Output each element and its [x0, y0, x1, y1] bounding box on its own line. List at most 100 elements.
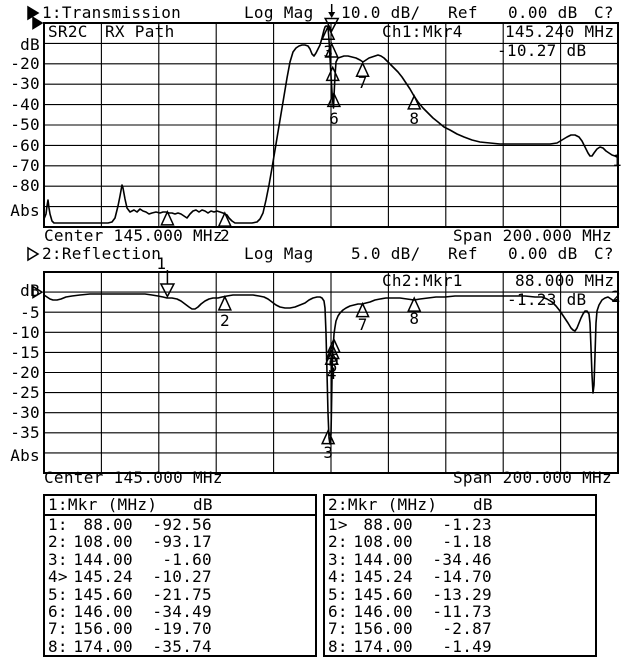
ch2-format: Log Mag [244, 244, 314, 263]
marker-number: 4> [48, 567, 68, 587]
marker-number: 8: [48, 636, 68, 656]
marker-4-triangle [324, 349, 339, 365]
marker-3-label: 3 [323, 443, 333, 462]
ch2-channel-arrow-icon [27, 246, 40, 262]
marker-table-ch2-freq-header: 2:Mkr (MHz) [328, 495, 438, 514]
marker-6-label: 6 [329, 109, 339, 128]
active-marker-number: 1 [156, 254, 166, 273]
ch1-readout-mkr: Mkr4 [423, 22, 463, 41]
ch2-readout-mkr: Mkr1 [423, 271, 463, 290]
marker-table-ch2: 2:Mkr (MHz) dB 1> 88.00 -1.23 2: 108.00 -1.18… [323, 494, 597, 657]
marker-frequency: 145.24 [353, 567, 413, 587]
marker-table-ch1-header: 1:Mkr (MHz) dB [45, 496, 315, 516]
marker-2-label: 2 [220, 226, 230, 245]
marker-level: -1.49 [442, 636, 492, 656]
marker-level: -13.29 [432, 584, 492, 604]
ch1-graticule-frame [43, 22, 619, 228]
ch1-trace-number-label: 1 [612, 151, 622, 170]
ch2-graticule-frame [43, 271, 619, 474]
marker-number: 4: [328, 567, 348, 587]
marker-7-label: 7 [358, 73, 368, 92]
y-axis-label: -25 [10, 382, 40, 402]
marker-frequency: 145.60 [353, 584, 413, 604]
active-marker-flag-icon [159, 283, 176, 299]
marker-row: 6: 146.00 -34.49 [45, 603, 315, 620]
marker-2-label: 2 [220, 311, 230, 330]
marker-6-label: 6 [329, 350, 339, 369]
marker-level: -34.49 [152, 601, 212, 621]
marker-row: 8: 174.00 -1.49 [325, 638, 595, 655]
marker-6-triangle [326, 337, 342, 354]
marker-number: 1> [328, 515, 348, 534]
marker-level: -2.87 [442, 619, 492, 639]
marker-table-ch2-body: 1> 88.00 -1.23 2: 108.00 -1.18 3: 144.00 -34.46 4… [325, 516, 595, 655]
marker-7-triangle [355, 301, 370, 318]
ch2-center-label: Center 145.000 MHz [44, 468, 223, 487]
marker-frequency: 145.60 [73, 584, 133, 604]
ch1-ref-level-icon [32, 16, 44, 30]
marker-row: 3: 144.00 -1.60 [45, 551, 315, 568]
marker-8-label: 8 [409, 109, 419, 128]
marker-row: 7: 156.00 -2.87 [325, 620, 595, 637]
ch1-format: Log Mag [244, 3, 314, 22]
marker-number: 6: [48, 601, 68, 621]
marker-number: 5: [328, 584, 348, 604]
y-axis-label: -15 [10, 342, 40, 362]
y-axis-label: dB [20, 280, 40, 300]
marker-frequency: 108.00 [353, 532, 413, 552]
y-axis-label: -60 [10, 135, 40, 155]
marker-row: 3: 144.00 -34.46 [325, 551, 595, 568]
marker-8-triangle [407, 94, 422, 110]
marker-row: 1: 88.00 -92.56 [45, 516, 315, 533]
y-axis-label: -80 [10, 176, 40, 196]
ch2-readout-freq: 88.000 MHz [515, 271, 615, 290]
y-axis-label: -10 [10, 322, 40, 342]
marker-level: -10.27 [152, 567, 212, 587]
y-axis-label: -50 [10, 115, 40, 135]
marker-2-triangle [217, 295, 232, 311]
ch1-readout-val: -10.27 dB [497, 41, 587, 60]
marker-row: 2: 108.00 -93.17 [45, 533, 315, 550]
marker-frequency: 174.00 [73, 636, 133, 656]
marker-frequency: 88.00 [83, 515, 133, 534]
ch1-readout-ch: Ch1: [382, 22, 422, 41]
y-axis-label: -20 [10, 362, 40, 382]
marker-8-label: 8 [409, 309, 419, 328]
marker-table-ch2-header: 2:Mkr (MHz) dB [325, 496, 595, 516]
marker-level: -1.23 [442, 515, 492, 534]
marker-frequency: 156.00 [73, 619, 133, 639]
marker-level: -14.70 [432, 567, 492, 587]
marker-row: 7: 156.00 -19.70 [45, 620, 315, 637]
ch2-readout-ch: Ch2: [382, 271, 422, 290]
marker-6-triangle [326, 91, 342, 108]
marker-number: 2: [48, 532, 68, 552]
marker-frequency: 174.00 [353, 636, 413, 656]
marker-level: -19.70 [152, 619, 212, 639]
marker-7-triangle [355, 61, 370, 77]
marker-row: 2: 108.00 -1.18 [325, 533, 595, 550]
y-axis-label: -35 [10, 422, 40, 442]
marker-8-triangle [407, 296, 422, 312]
marker-label-bg [218, 228, 232, 243]
marker-2-triangle [217, 211, 232, 227]
marker-number: 7: [328, 619, 348, 639]
marker-4-triangle [324, 42, 339, 58]
marker-table-ch1-freq-header: 1:Mkr (MHz) [48, 495, 158, 514]
ch2-cal-status: C? [594, 244, 614, 263]
ch1-cal-status: C? [594, 3, 614, 22]
ch1-readout-freq: 145.240 MHz [505, 22, 615, 41]
marker-frequency: 108.00 [73, 532, 133, 552]
marker-frequency: 146.00 [353, 601, 413, 621]
y-axis-label: Abs [10, 200, 40, 220]
marker-level: -1.18 [442, 532, 492, 552]
ch1-ref-value: 0.00 dB [508, 3, 578, 22]
marker-4-label: 4 [327, 364, 337, 383]
y-axis-label: -40 [10, 94, 40, 114]
marker-level: -21.75 [152, 584, 212, 604]
marker-row: 5: 145.60 -13.29 [325, 586, 595, 603]
y-axis-label: Abs [10, 445, 40, 465]
y-axis-label: -5 [20, 302, 40, 322]
marker-3-triangle [320, 24, 336, 41]
marker-frequency: 88.00 [363, 515, 413, 534]
